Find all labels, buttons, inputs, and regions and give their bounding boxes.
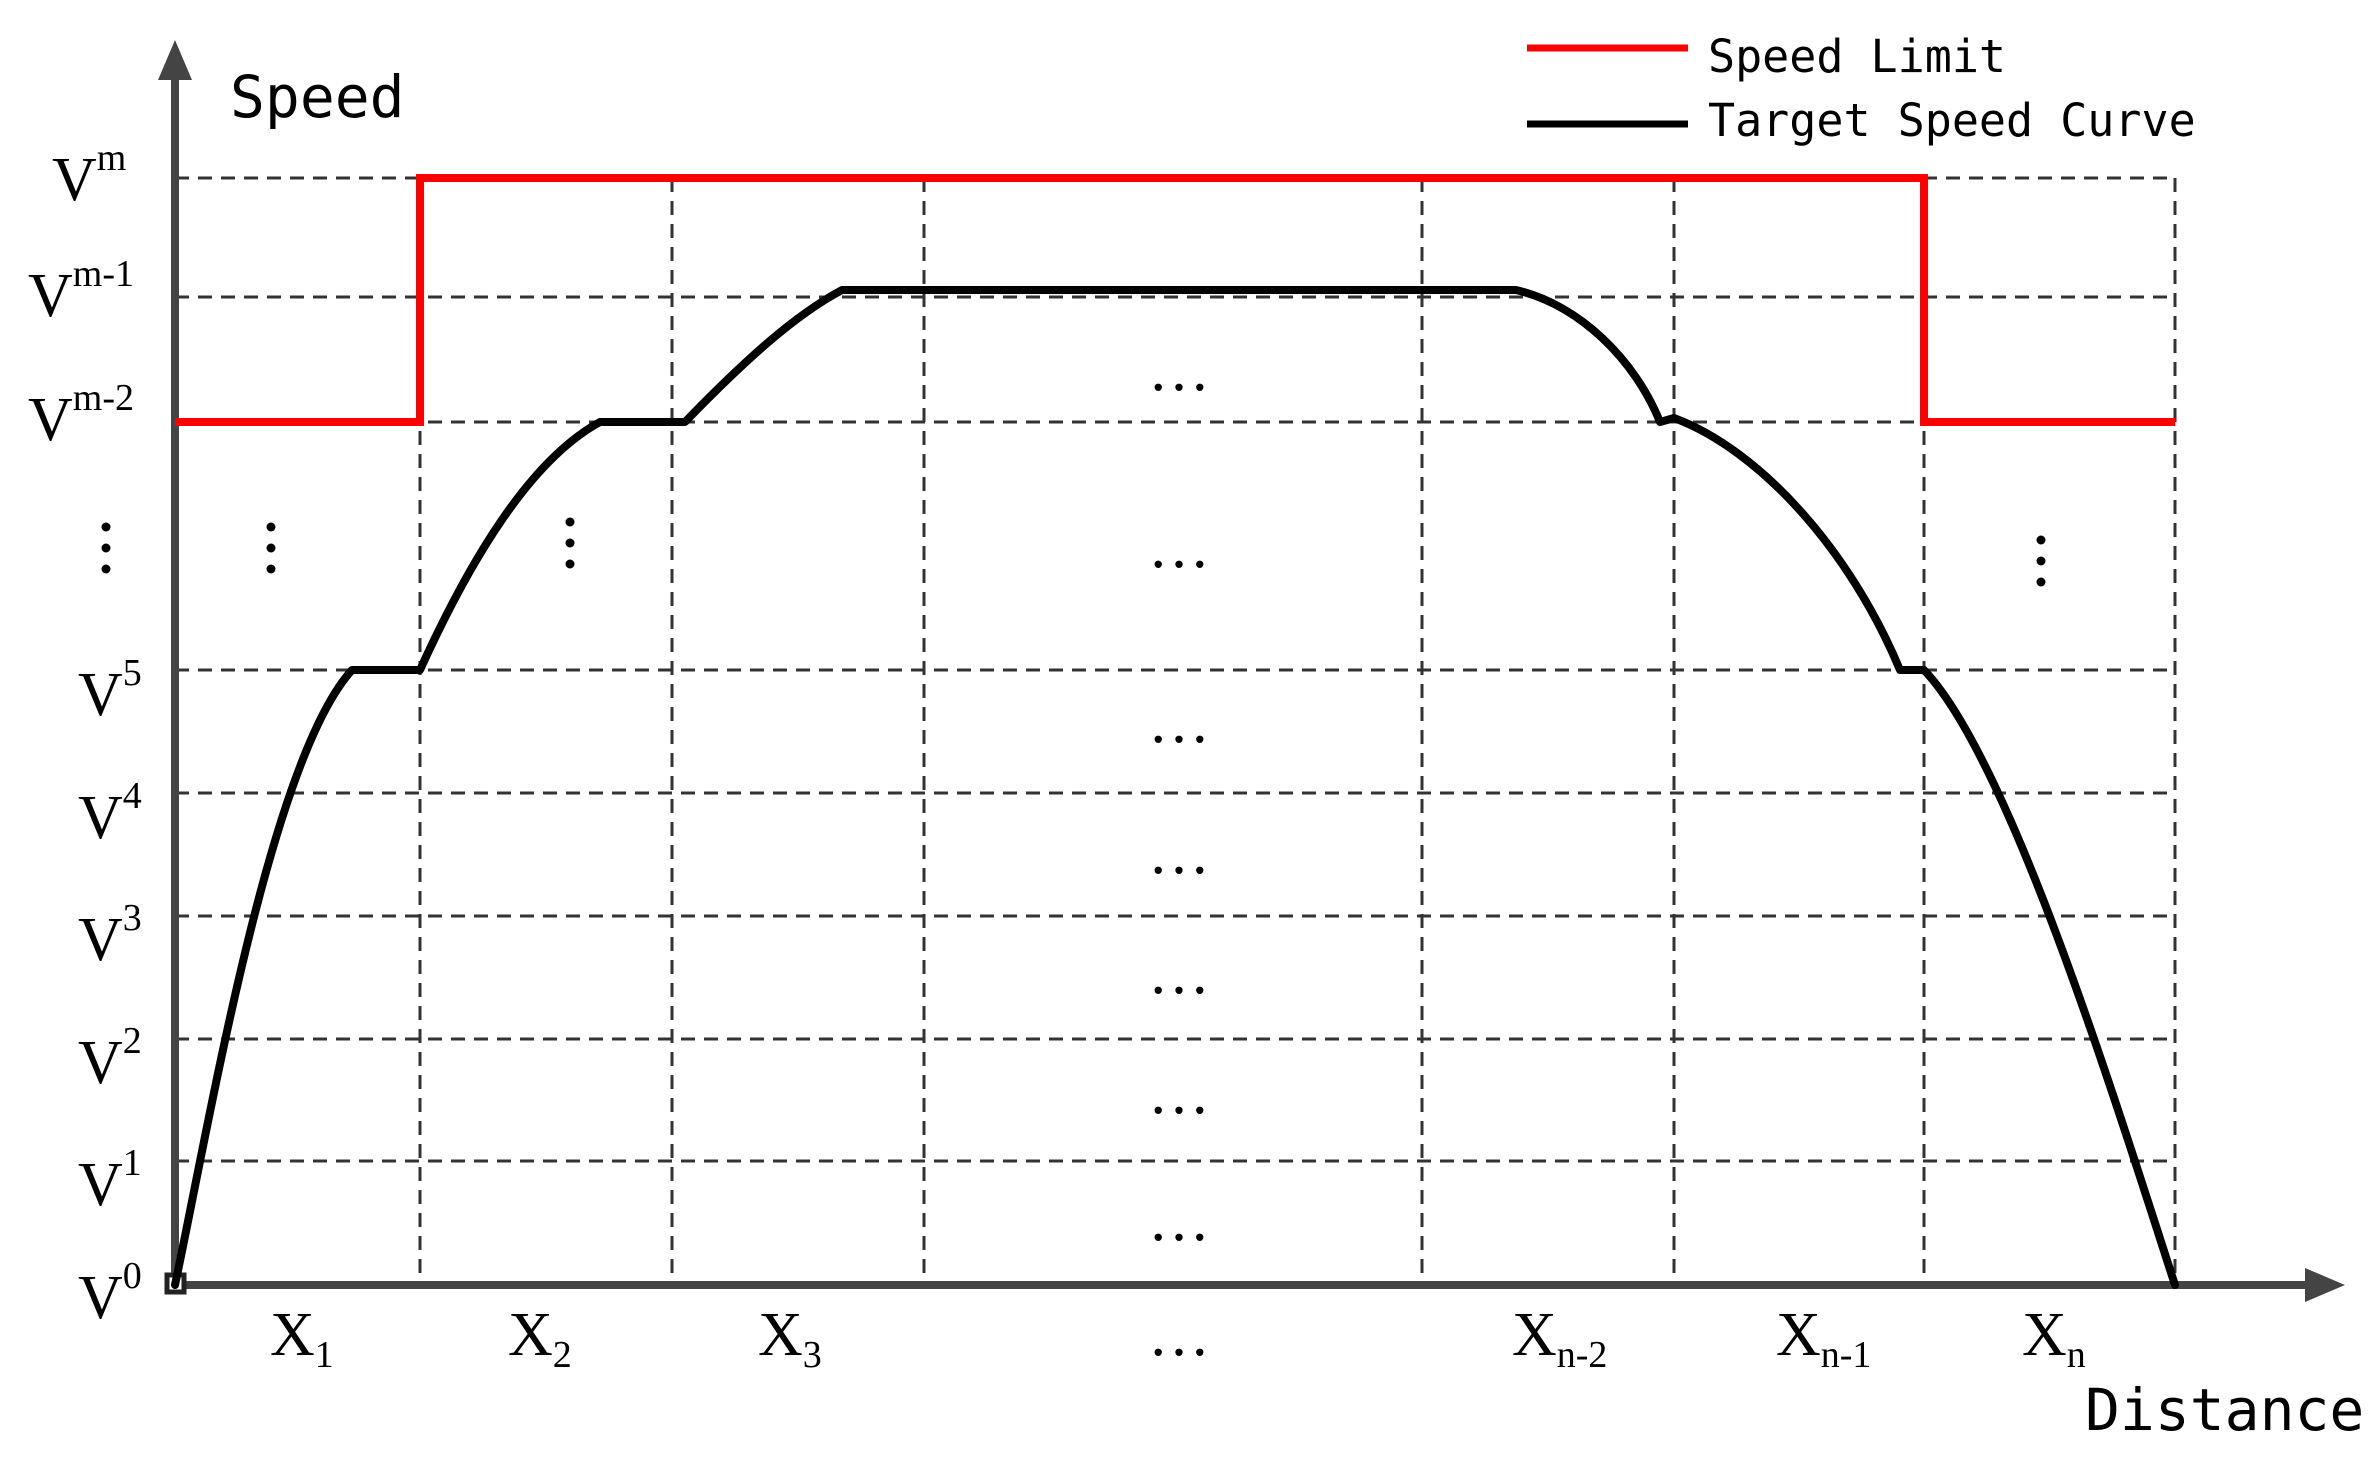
x-label-x2: X2 xyxy=(508,1301,572,1376)
ellipsis-row-v4: … xyxy=(1148,819,1210,887)
y-label-vm: Vm xyxy=(52,137,126,214)
x-label-middle-ellipsis: … xyxy=(1148,1301,1210,1369)
vertical-ellipsis-y-axis xyxy=(101,522,111,574)
ellipsis-row-v2: … xyxy=(1148,1059,1210,1127)
ellipsis-row-v1: … xyxy=(1148,1186,1210,1254)
legend-label-speed-limit: Speed Limit xyxy=(1708,30,2006,83)
vertical-ellipses xyxy=(101,517,2046,587)
legend: Speed Limit Target Speed Curve xyxy=(1527,30,2196,147)
target-speed-curve xyxy=(171,286,2179,1289)
x-label-x3: X3 xyxy=(758,1301,822,1376)
vertical-ellipsis-col2 xyxy=(565,517,575,569)
y-axis-title: Speed xyxy=(230,63,405,131)
middle-ellipses: … … … … … … … xyxy=(1148,336,1210,1254)
x-label-x1: X1 xyxy=(270,1301,334,1376)
y-label-vm1: Vm-1 xyxy=(28,253,134,330)
x-tick-labels: X1 X2 X3 … Xn-2 Xn-1 Xn xyxy=(270,1301,2086,1376)
legend-label-target-speed: Target Speed Curve xyxy=(1708,94,2196,147)
grid-vertical xyxy=(418,178,2177,1283)
speed-limit-line xyxy=(175,174,2175,426)
ellipsis-row-vm2: … xyxy=(1148,336,1210,404)
y-axis-arrow xyxy=(158,40,192,80)
vertical-ellipsis-coln xyxy=(2036,535,2046,587)
axes xyxy=(158,40,2345,1302)
y-label-v4: V4 xyxy=(78,775,142,852)
y-label-v5: V5 xyxy=(78,652,142,729)
x-axis-title: Distance xyxy=(2085,1376,2364,1444)
y-label-v0: V0 xyxy=(78,1255,142,1332)
y-tick-labels: Vm Vm-1 Vm-2 V5 V4 V3 V2 V1 V0 xyxy=(28,137,142,1332)
ellipsis-row-v3: … xyxy=(1148,939,1210,1007)
ellipsis-row-v5: … xyxy=(1148,688,1210,756)
x-label-xn1: Xn-1 xyxy=(1776,1301,1871,1376)
x-axis-arrow xyxy=(2305,1268,2345,1302)
y-label-vm2: Vm-2 xyxy=(28,377,134,454)
x-label-xn: Xn xyxy=(2022,1301,2086,1376)
y-label-v2: V2 xyxy=(78,1020,142,1097)
x-label-xn2: Xn-2 xyxy=(1512,1301,1607,1376)
ellipsis-row-dots: … xyxy=(1148,513,1210,581)
y-label-v1: V1 xyxy=(78,1142,142,1219)
y-label-v3: V3 xyxy=(78,897,142,974)
grid-horizontal xyxy=(175,176,2175,1163)
vertical-ellipsis-col1 xyxy=(266,522,276,574)
